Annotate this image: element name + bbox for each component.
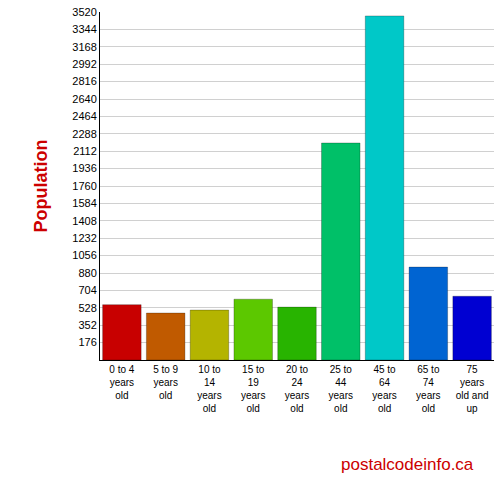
svg-text:postalcodeinfo.ca: postalcodeinfo.ca [341, 455, 474, 474]
svg-text:1056: 1056 [72, 249, 96, 261]
svg-text:10 to14yearsold: 10 to14yearsold [197, 364, 221, 414]
svg-text:2288: 2288 [72, 128, 96, 140]
svg-text:704: 704 [78, 284, 96, 296]
svg-text:528: 528 [78, 302, 96, 314]
svg-text:45 to64yearsold: 45 to64yearsold [372, 364, 396, 414]
svg-text:2112: 2112 [73, 145, 97, 157]
svg-text:1936: 1936 [72, 162, 96, 174]
svg-text:15 to19yearsold: 15 to19yearsold [241, 364, 265, 414]
svg-text:1760: 1760 [72, 180, 96, 192]
svg-text:75yearsold andup: 75yearsold andup [456, 364, 489, 414]
svg-text:2464: 2464 [72, 110, 96, 122]
svg-text:1408: 1408 [72, 215, 96, 227]
svg-text:352: 352 [78, 319, 96, 331]
svg-text:5 to 9yearsold: 5 to 9yearsold [153, 364, 178, 401]
svg-text:Population: Population [31, 140, 51, 233]
svg-text:880: 880 [78, 267, 96, 279]
svg-text:3168: 3168 [72, 41, 96, 53]
svg-text:3344: 3344 [72, 23, 96, 35]
svg-text:3520: 3520 [72, 6, 96, 18]
svg-text:2640: 2640 [72, 93, 96, 105]
svg-text:2816: 2816 [72, 75, 96, 87]
svg-text:0 to 4yearsold: 0 to 4yearsold [109, 364, 134, 401]
svg-text:20 to24yearsold: 20 to24yearsold [285, 364, 309, 414]
svg-text:2992: 2992 [72, 58, 96, 70]
svg-text:1232: 1232 [72, 232, 96, 244]
svg-text:65 to74yearsold: 65 to74yearsold [416, 364, 440, 414]
svg-text:176: 176 [78, 336, 96, 348]
svg-text:25 to44yearsold: 25 to44yearsold [329, 364, 353, 414]
svg-text:1584: 1584 [72, 197, 96, 209]
